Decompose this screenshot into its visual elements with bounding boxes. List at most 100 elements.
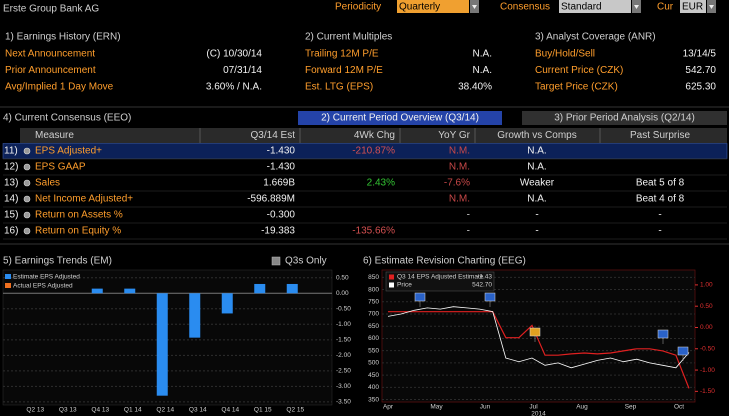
row-bullet[interactable]	[23, 147, 31, 155]
table-cell: N.A.	[527, 194, 546, 205]
bar	[156, 293, 168, 396]
dropdown[interactable]	[559, 0, 631, 13]
field-label: Trailing 12M P/E	[305, 49, 379, 60]
dropdown-value: Quarterly	[399, 2, 440, 13]
y-tick-label: 600	[368, 335, 379, 342]
dropdown[interactable]	[397, 0, 469, 13]
y-tick-label: 650	[368, 323, 379, 330]
chart-title: 6) Estimate Revision Charting (EEG)	[363, 256, 526, 267]
table-cell: N.M.	[449, 162, 470, 173]
legend-label: Actual EPS Adjusted	[13, 283, 73, 290]
column-header: YoY Gr	[438, 130, 470, 141]
legend-swatch	[5, 274, 11, 279]
y-tick-label: 800	[368, 286, 379, 293]
table-cell: -1.430	[267, 162, 296, 173]
y-tick-label: -3.50	[336, 399, 351, 406]
table-cell: 1.669B	[263, 178, 295, 189]
row-number: 16)	[4, 226, 18, 237]
field-value: 542.70	[685, 65, 716, 76]
dropdown[interactable]	[680, 0, 706, 13]
checkbox[interactable]	[271, 256, 281, 266]
row-bullet[interactable]	[23, 163, 31, 171]
field-label: Prior Announcement	[5, 65, 96, 76]
row-bullet[interactable]	[23, 195, 31, 203]
legend-label: Estimate EPS Adjusted	[13, 274, 80, 281]
bar	[124, 288, 136, 294]
table-cell: N.M.	[449, 146, 470, 157]
legend-box	[385, 271, 495, 292]
x-tick-label: Apr	[383, 404, 394, 411]
event-icon[interactable]	[657, 329, 669, 339]
event-icon[interactable]	[414, 292, 426, 302]
table-cell: Return on Assets %	[35, 210, 123, 221]
bar	[254, 283, 266, 294]
field-label: Forward 12M P/E	[305, 65, 383, 76]
field-label: Target Price (CZK)	[535, 82, 618, 93]
y-tick-label: 850	[368, 274, 379, 281]
table-cell: Sales	[35, 178, 60, 189]
y-tick-label: -3.00	[336, 383, 351, 390]
table-cell: N.M.	[449, 194, 470, 205]
field-label: Est. LTG (EPS)	[305, 82, 373, 93]
row-number: 12)	[4, 162, 18, 173]
field-value: N.A.	[473, 49, 492, 60]
event-icon[interactable]	[484, 292, 496, 302]
legend-label: Price	[397, 282, 412, 289]
x-tick-label: Q4 13	[91, 407, 109, 414]
tab[interactable]	[522, 111, 727, 125]
y-tick-label: 500	[368, 360, 379, 367]
panel-title: 3) Analyst Coverage (ANR)	[535, 32, 656, 43]
table-cell: -	[658, 210, 661, 221]
y-tick-label: 750	[368, 298, 379, 305]
row-bullet[interactable]	[23, 227, 31, 235]
y-tick-label: -1.00	[336, 321, 351, 328]
field-label: Current Price (CZK)	[535, 65, 623, 76]
column-header: Measure	[35, 130, 74, 141]
bar	[189, 293, 201, 338]
column-header: Q3/14 Est	[251, 130, 296, 141]
y-tick-label: 400	[368, 384, 379, 391]
series-line	[388, 311, 690, 389]
bar	[221, 293, 233, 314]
field-value: N.A.	[473, 65, 492, 76]
field-label: Avg/Implied 1 Day Move	[5, 82, 114, 93]
y2-tick-label: 0.50	[700, 303, 713, 310]
column-header: Past Surprise	[630, 130, 690, 141]
legend-value: -1.43	[477, 274, 492, 281]
dropdown-value: Standard	[561, 2, 602, 13]
table-cell: -	[535, 210, 538, 221]
field-label: Next Announcement	[5, 49, 95, 60]
legend-swatch	[5, 283, 11, 288]
tab[interactable]	[298, 111, 502, 125]
table-cell: -210.87%	[352, 146, 395, 157]
control-label: Periodicity	[335, 2, 381, 13]
x-axis-label: 2014	[531, 411, 546, 416]
row-bullet[interactable]	[23, 179, 31, 187]
table-cell: EPS Adjusted+	[35, 146, 102, 157]
legend-value: 542.70	[472, 282, 492, 289]
section-title: 4) Current Consensus (EEO)	[3, 113, 131, 124]
y-tick-label: 450	[368, 372, 379, 379]
y2-tick-label: -0.50	[700, 345, 715, 352]
column-header: 4Wk Chg	[354, 130, 395, 141]
field-value: 625.30	[685, 82, 716, 93]
field-label: Buy/Hold/Sell	[535, 49, 595, 60]
event-icon[interactable]	[677, 346, 689, 356]
y-tick-label: 0.50	[336, 274, 349, 281]
event-icon[interactable]	[529, 327, 541, 337]
y2-tick-label: 1.00	[700, 282, 713, 289]
table-cell: -0.300	[267, 210, 296, 221]
bar	[286, 283, 298, 294]
y-tick-label: 350	[368, 396, 379, 403]
table-header	[20, 128, 727, 143]
tab-label: 2) Current Period Overview (Q3/14)	[321, 113, 479, 124]
bar	[91, 288, 103, 294]
x-tick-label: Q3 14	[189, 407, 207, 414]
y-tick-label: -2.00	[336, 352, 351, 359]
arrow-glyph	[634, 5, 639, 9]
row-bullet[interactable]	[23, 211, 31, 219]
legend-label: Q3 14 EPS Adjusted Estimate	[397, 274, 484, 281]
control-label: Consensus	[500, 2, 550, 13]
